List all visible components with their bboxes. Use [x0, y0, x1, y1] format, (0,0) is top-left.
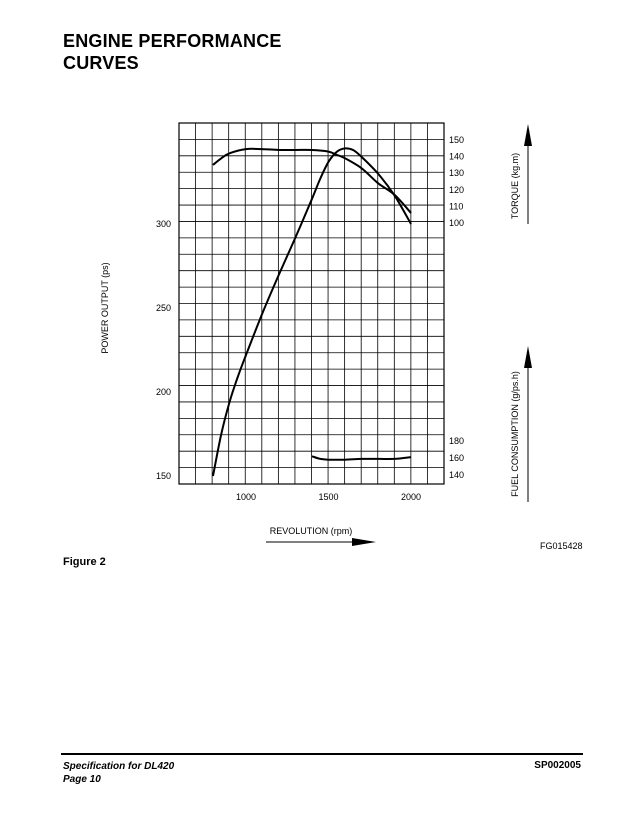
- x-axis-label: REVOLUTION (rpm): [270, 526, 353, 536]
- torque-tick-label: 150: [449, 135, 464, 145]
- footer-document-code: SP002005: [534, 760, 581, 771]
- figure-label: Figure 2: [63, 556, 106, 568]
- fuel-tick-label: 140: [449, 470, 464, 480]
- title-line-2: CURVES: [63, 53, 139, 73]
- torque-arrow-head: [524, 124, 532, 146]
- footer-page-number: Page 10: [63, 774, 101, 785]
- chart-curves: [212, 147, 412, 477]
- fuel-axis-label: FUEL CONSUMPTION (g/ps.h): [510, 371, 520, 497]
- torque-curve: [212, 147, 412, 214]
- fuel-tick-label: 180: [449, 436, 464, 446]
- power-tick-label: 300: [156, 219, 171, 229]
- power-axis-label: POWER OUTPUT (ps): [100, 262, 110, 353]
- page-title: ENGINE PERFORMANCE CURVES: [63, 30, 282, 74]
- footer-left: Specification for DL420 Page 10: [63, 760, 174, 786]
- x-arrow-head: [352, 538, 376, 546]
- title-line-1: ENGINE PERFORMANCE: [63, 31, 282, 51]
- power-curve: [212, 147, 412, 477]
- torque-tick-label: 110: [449, 201, 463, 211]
- grid-border: [178, 122, 445, 485]
- figure-code: FG015428: [540, 541, 583, 551]
- torque-axis-label: TORQUE (kg.m): [510, 153, 520, 219]
- x-tick-label: 2000: [401, 492, 421, 502]
- chart-tick-labels: 1000 1500 2000 150 200 250 300 100 110 120 130 140 1…: [156, 135, 464, 502]
- torque-tick-label: 100: [449, 218, 464, 228]
- chart-grid: [178, 122, 445, 485]
- fuel-arrow-head: [524, 346, 532, 368]
- torque-tick-label: 140: [449, 152, 464, 162]
- footer-document-title: Specification for DL420: [63, 761, 175, 772]
- fuel-tick-label: 160: [449, 453, 464, 463]
- torque-tick-label: 130: [449, 168, 464, 178]
- footer-rule: [61, 753, 583, 755]
- fuel-curve: [311, 455, 412, 461]
- chart-axis-labels: POWER OUTPUT (ps) TORQUE (kg.m) FUEL CONSU…: [100, 124, 532, 546]
- power-tick-label: 250: [156, 303, 171, 313]
- x-tick-label: 1000: [236, 492, 256, 502]
- x-tick-label: 1500: [318, 492, 338, 502]
- torque-tick-label: 120: [449, 185, 464, 195]
- power-tick-label: 200: [156, 387, 171, 397]
- power-tick-label: 150: [156, 471, 171, 481]
